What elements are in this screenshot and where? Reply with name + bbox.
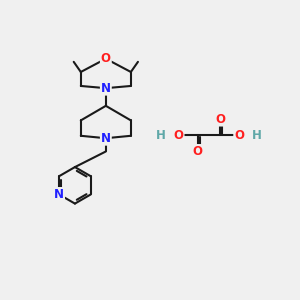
Text: O: O <box>193 145 203 158</box>
Text: N: N <box>54 188 64 201</box>
Text: O: O <box>234 129 244 142</box>
Text: H: H <box>252 129 262 142</box>
Text: N: N <box>101 82 111 95</box>
Text: O: O <box>174 129 184 142</box>
Text: H: H <box>156 129 166 142</box>
Text: N: N <box>101 132 111 145</box>
Text: O: O <box>101 52 111 65</box>
Text: O: O <box>215 112 225 126</box>
